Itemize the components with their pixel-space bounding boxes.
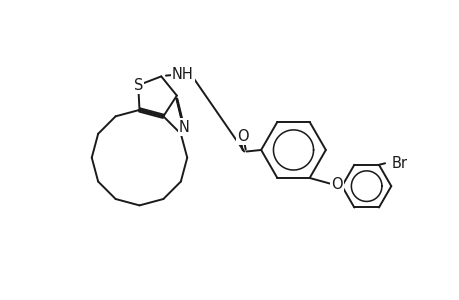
Text: O: O (236, 129, 248, 144)
Text: S: S (133, 78, 143, 93)
Text: N: N (179, 120, 190, 135)
Text: NH: NH (172, 67, 193, 82)
Text: Br: Br (391, 156, 406, 171)
Text: O: O (330, 177, 341, 192)
